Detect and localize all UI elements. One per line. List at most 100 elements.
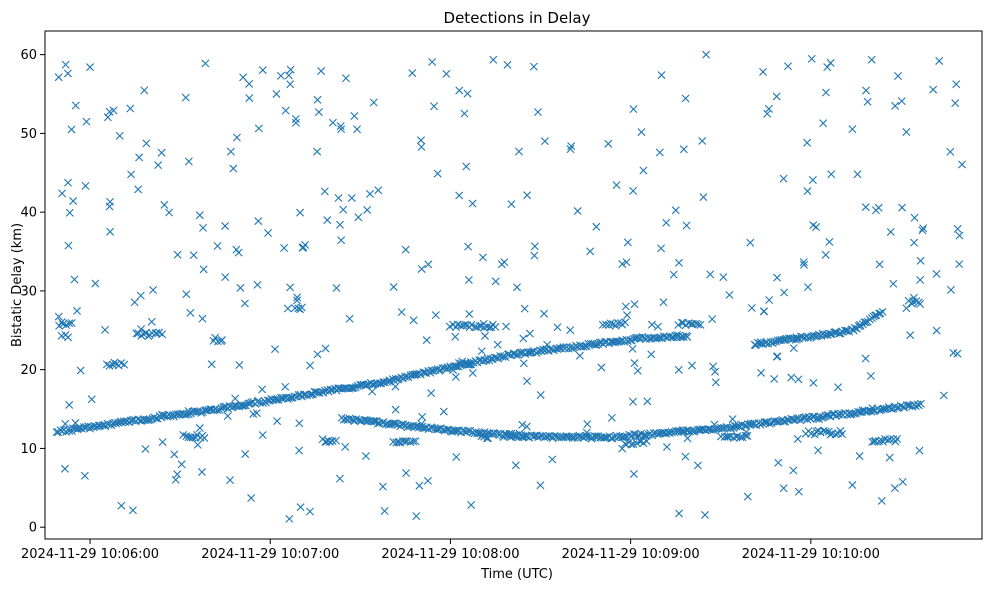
data-point	[647, 350, 656, 359]
data-point	[642, 437, 651, 446]
data-point	[808, 175, 817, 184]
data-point	[134, 185, 143, 194]
data-point	[628, 397, 637, 406]
data-point	[154, 161, 163, 170]
data-point	[295, 446, 304, 455]
data-point	[157, 410, 166, 419]
data-point	[630, 359, 639, 368]
data-point	[548, 455, 557, 464]
data-point	[598, 320, 607, 329]
data-point	[254, 124, 263, 133]
data-point	[231, 394, 240, 403]
data-point	[213, 337, 222, 346]
data-point	[391, 374, 400, 383]
data-point	[462, 162, 471, 171]
data-point	[347, 193, 356, 202]
data-point	[860, 318, 869, 327]
data-point	[885, 435, 894, 444]
data-point	[127, 170, 136, 179]
data-point	[671, 206, 680, 215]
data-point	[519, 359, 528, 368]
data-point	[893, 434, 902, 443]
data-point	[618, 444, 627, 453]
data-point	[64, 333, 73, 342]
data-point	[103, 113, 112, 122]
data-point	[621, 318, 630, 327]
data-point	[105, 107, 114, 116]
data-point	[742, 428, 751, 437]
y-tick-label: 20	[20, 363, 37, 378]
data-point	[772, 92, 781, 101]
data-point	[756, 420, 765, 429]
data-point	[853, 170, 862, 179]
data-point	[759, 307, 768, 316]
data-point	[511, 461, 520, 470]
data-point	[583, 420, 592, 429]
data-point	[889, 279, 898, 288]
data-point	[332, 284, 341, 293]
data-point	[733, 432, 742, 441]
data-point	[418, 412, 427, 421]
data-point	[793, 334, 802, 343]
data-point	[566, 343, 575, 352]
data-point	[81, 181, 90, 190]
data-point	[337, 125, 346, 134]
data-point	[286, 80, 295, 89]
data-point	[141, 445, 150, 453]
data-point	[877, 496, 886, 505]
data-point	[513, 283, 521, 292]
data-point	[306, 361, 315, 370]
data-point	[633, 366, 642, 375]
data-point	[281, 382, 290, 391]
data-point	[655, 333, 664, 342]
data-point	[245, 94, 254, 103]
data-point	[291, 118, 300, 127]
data-point	[674, 365, 683, 374]
data-point	[628, 344, 637, 353]
data-point	[793, 434, 802, 443]
data-point	[683, 332, 692, 341]
data-point	[295, 419, 304, 428]
data-point	[575, 351, 584, 360]
data-point	[415, 481, 424, 490]
data-point	[293, 296, 302, 305]
data-point	[622, 258, 631, 267]
data-point	[629, 440, 638, 449]
data-point	[464, 275, 473, 284]
data-point	[332, 436, 340, 445]
data-point	[592, 222, 601, 231]
data-point	[423, 476, 432, 485]
data-point	[296, 208, 305, 217]
data-point	[70, 275, 79, 284]
x-axis: 2024-11-29 10:06:00 2024-11-29 10:07:00 20…	[21, 539, 880, 562]
data-point	[464, 242, 473, 251]
data-point	[276, 71, 285, 80]
data-point	[193, 440, 202, 449]
data-point	[240, 299, 249, 308]
data-point	[760, 418, 769, 427]
data-point	[368, 387, 377, 396]
data-point	[475, 321, 484, 330]
data-point	[898, 477, 907, 486]
data-point	[82, 117, 91, 126]
data-point	[241, 450, 250, 459]
data-point	[401, 245, 410, 254]
data-point	[771, 417, 780, 426]
data-point	[104, 420, 113, 429]
data-point	[838, 430, 847, 439]
data-point	[213, 241, 222, 250]
data-point	[350, 112, 359, 120]
data-point	[105, 202, 114, 211]
data-point	[814, 446, 823, 455]
data-point	[916, 256, 925, 265]
data-point	[623, 238, 632, 247]
data-point	[910, 238, 919, 247]
data-point	[674, 258, 683, 267]
data-point	[136, 291, 145, 300]
data-point	[780, 288, 789, 297]
data-point	[117, 501, 126, 510]
data-point	[160, 200, 169, 209]
data-point	[912, 297, 921, 306]
data-point	[86, 63, 95, 72]
data-point	[821, 250, 830, 259]
